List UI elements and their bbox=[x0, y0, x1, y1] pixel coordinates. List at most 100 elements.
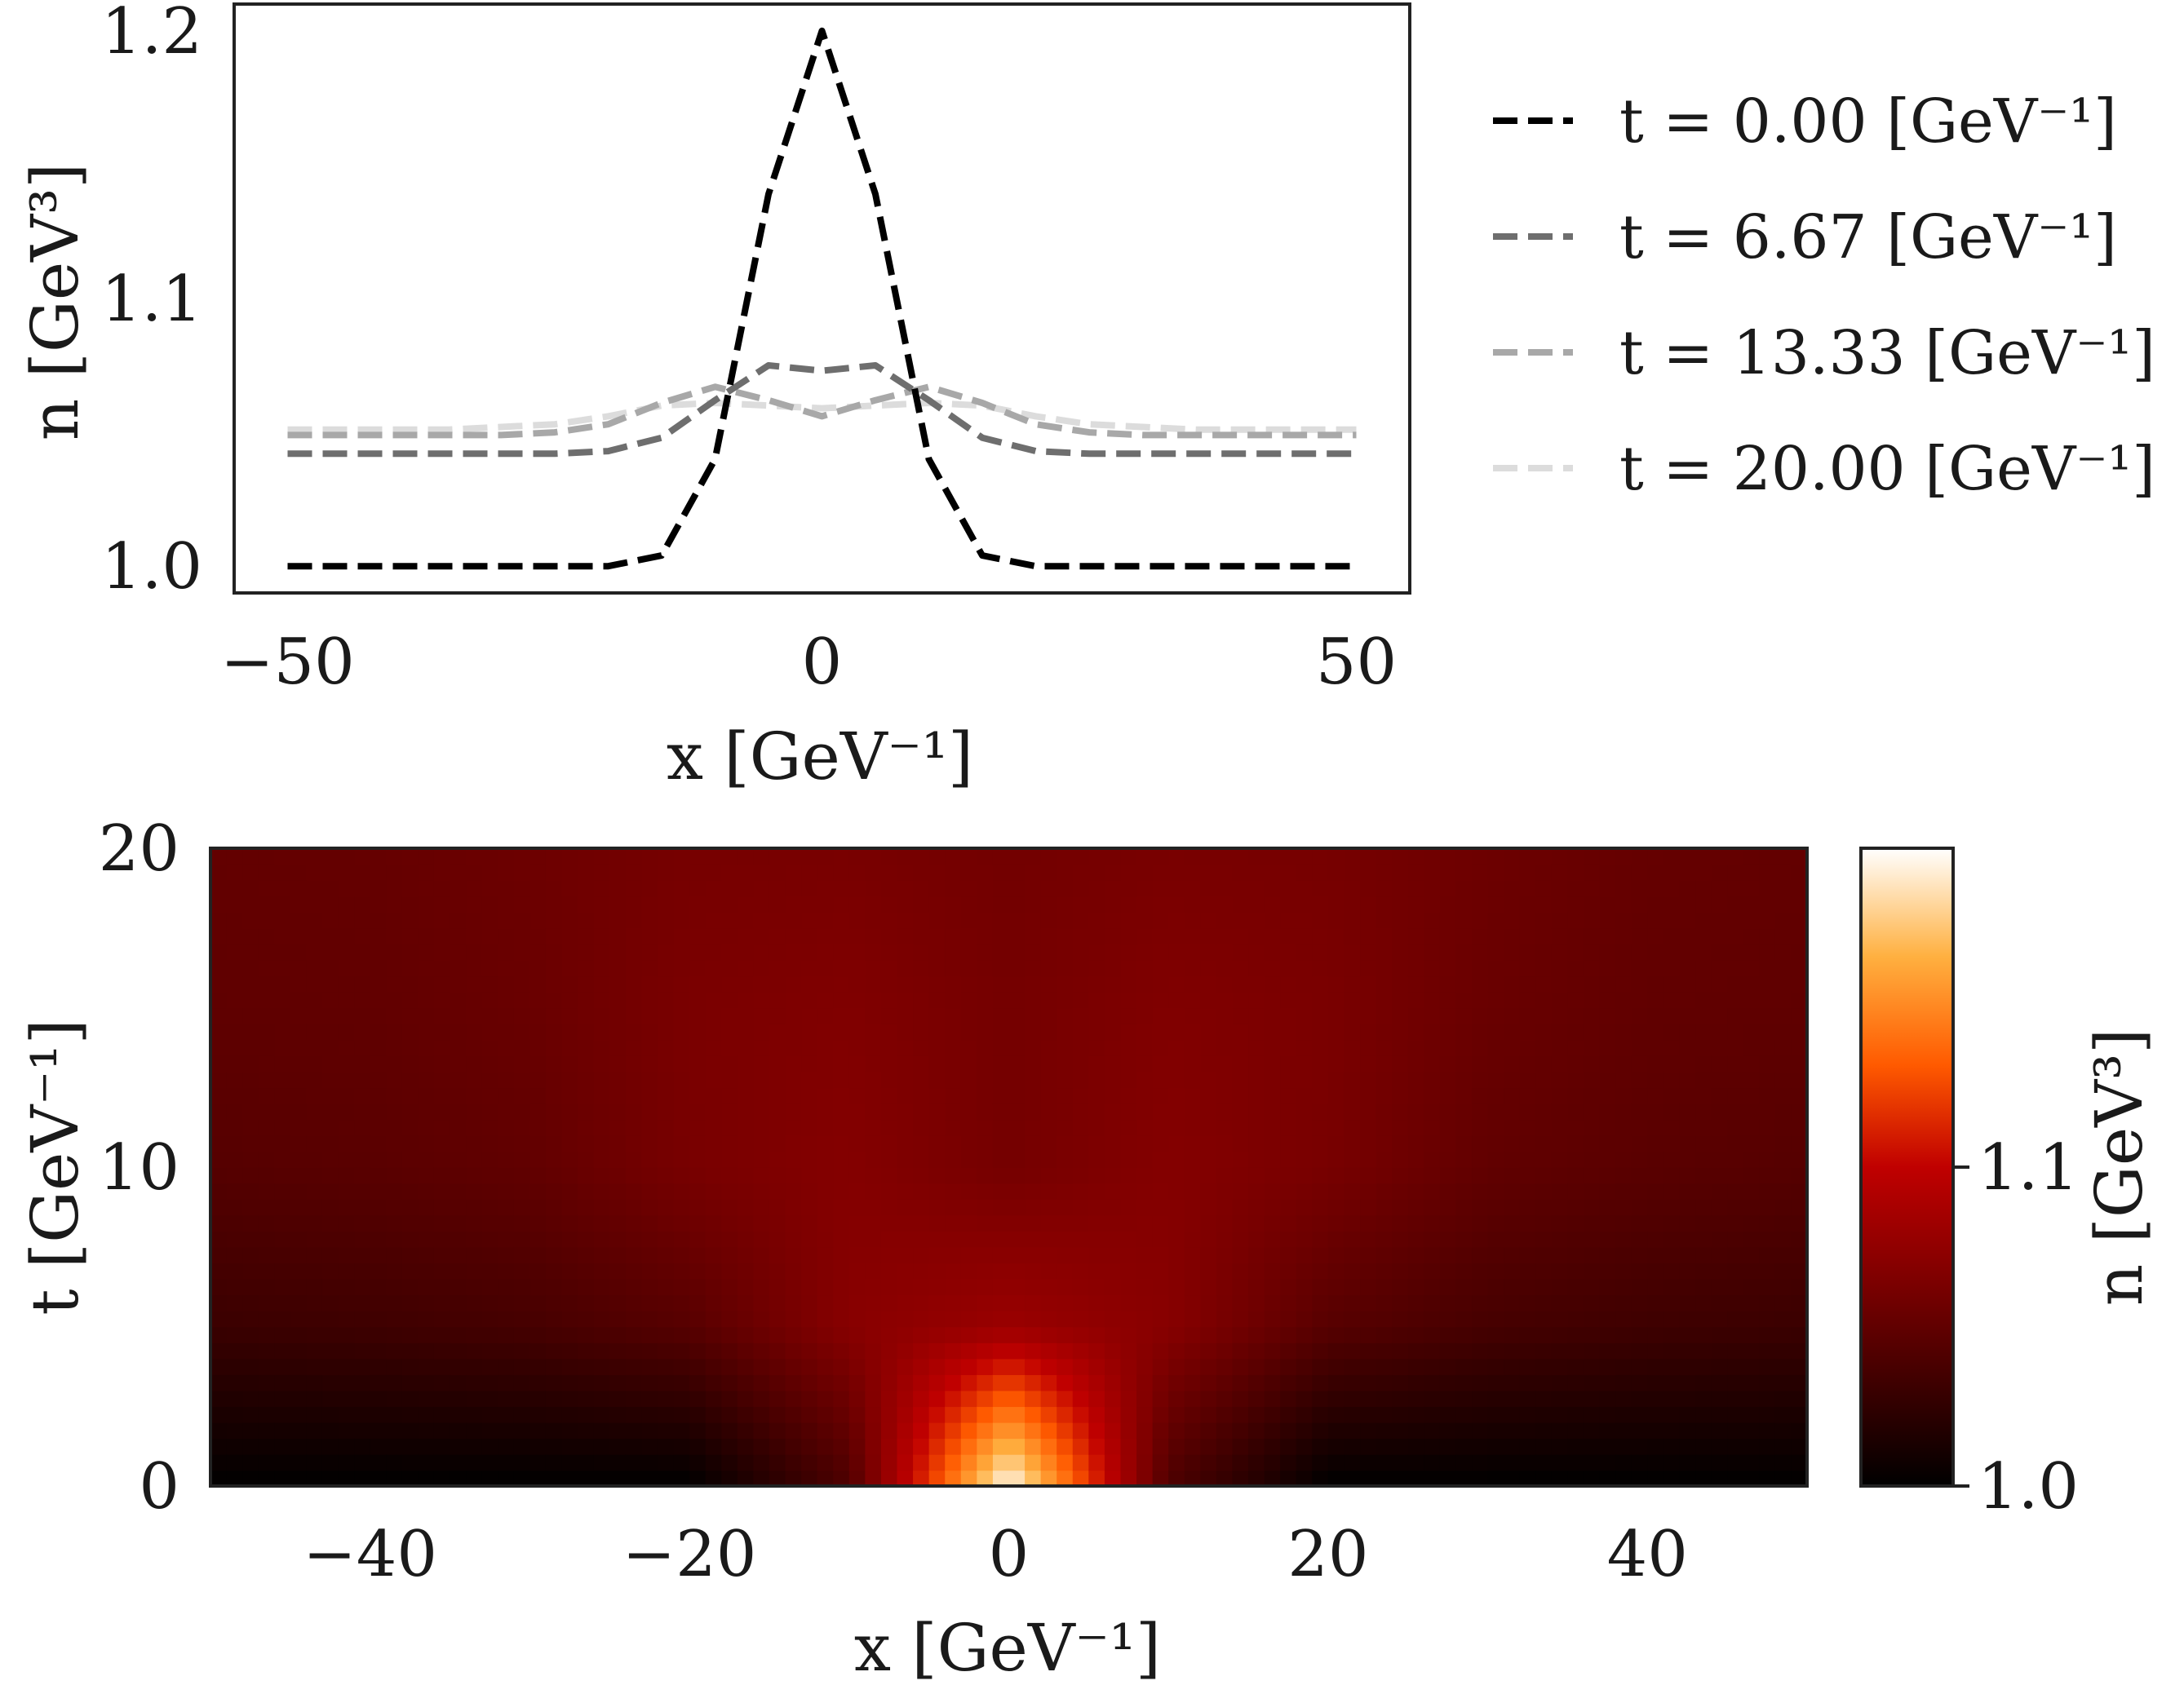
heatmap-cell bbox=[354, 1024, 371, 1041]
heatmap-cell bbox=[1551, 1231, 1569, 1248]
heatmap-cell bbox=[1647, 1039, 1664, 1056]
heatmap-cell bbox=[1025, 1294, 1042, 1311]
heatmap-cell bbox=[1280, 1214, 1297, 1232]
heatmap-cell bbox=[529, 1374, 547, 1391]
heatmap-cell bbox=[1439, 1310, 1457, 1328]
x-tick-label: 20 bbox=[1287, 1518, 1368, 1591]
heatmap-cell bbox=[769, 1470, 786, 1487]
heatmap-cell bbox=[1504, 944, 1521, 961]
heatmap-cell bbox=[1104, 1342, 1122, 1360]
heatmap-cell bbox=[242, 1422, 259, 1440]
heatmap-cell bbox=[1663, 1438, 1681, 1455]
heatmap-cell bbox=[865, 1055, 882, 1073]
heatmap-cell bbox=[529, 1310, 547, 1328]
heatmap-cell bbox=[721, 1039, 738, 1056]
heatmap-cell bbox=[1057, 944, 1074, 961]
heatmap-cell bbox=[529, 991, 547, 1009]
heatmap-cell bbox=[657, 1310, 675, 1328]
heatmap-cell bbox=[817, 864, 835, 881]
heatmap-cell bbox=[401, 1438, 419, 1455]
heatmap-cell bbox=[1727, 1310, 1744, 1328]
heatmap-cell bbox=[769, 1024, 786, 1041]
heatmap-cell bbox=[1008, 1167, 1026, 1184]
heatmap-cell bbox=[401, 991, 419, 1009]
heatmap-cell bbox=[513, 1103, 531, 1121]
heatmap-cell bbox=[785, 1278, 802, 1296]
heatmap-cell bbox=[657, 1024, 675, 1041]
heatmap-cell bbox=[1599, 1151, 1616, 1168]
heatmap-cell bbox=[817, 1055, 835, 1073]
heatmap-cell bbox=[386, 1071, 403, 1089]
heatmap-cell bbox=[481, 1406, 499, 1423]
heatmap-cell bbox=[1535, 880, 1553, 897]
heatmap-cell bbox=[1264, 1310, 1281, 1328]
heatmap-cell bbox=[1679, 880, 1696, 897]
heatmap-cell bbox=[705, 1007, 723, 1024]
heatmap-cell bbox=[1519, 975, 1537, 993]
heatmap-cell bbox=[593, 1199, 611, 1216]
heatmap-cell bbox=[880, 896, 898, 913]
colorbar-ticks: 1.01.1 bbox=[1953, 1131, 2079, 1524]
heatmap-cell bbox=[386, 1358, 403, 1375]
heatmap-cell bbox=[226, 1406, 243, 1423]
heatmap-cell bbox=[1663, 1326, 1681, 1343]
heatmap-cell bbox=[1647, 1422, 1664, 1440]
heatmap-cell bbox=[977, 1007, 994, 1024]
heatmap-cell bbox=[242, 1039, 259, 1056]
heatmap-cell bbox=[1584, 1231, 1601, 1248]
heatmap-cell bbox=[1743, 1167, 1761, 1184]
heatmap-cell bbox=[625, 896, 643, 913]
heatmap-cell bbox=[1040, 1071, 1058, 1089]
heatmap-cell bbox=[673, 1438, 690, 1455]
heatmap-cell bbox=[1264, 1119, 1281, 1136]
heatmap-cell bbox=[1136, 1406, 1154, 1423]
heatmap-cell bbox=[1759, 864, 1776, 881]
heatmap-cell bbox=[1072, 1151, 1090, 1168]
heatmap-cell bbox=[753, 880, 770, 897]
heatmap-cell bbox=[258, 1119, 276, 1136]
heatmap-cell bbox=[753, 1390, 770, 1408]
heatmap-cell bbox=[1439, 944, 1457, 961]
heatmap-cell bbox=[258, 944, 276, 961]
heatmap-cell bbox=[769, 1263, 786, 1280]
heatmap-cell bbox=[1025, 927, 1042, 945]
heatmap-cell bbox=[1774, 1055, 1792, 1073]
heatmap-cell bbox=[481, 1087, 499, 1104]
heatmap-cell bbox=[1296, 1246, 1314, 1264]
heatmap-cell bbox=[609, 1310, 627, 1328]
heatmap-cell bbox=[321, 1470, 339, 1487]
heatmap-cell bbox=[561, 1438, 578, 1455]
heatmap-cell bbox=[753, 927, 770, 945]
heatmap-cell bbox=[1711, 1183, 1728, 1200]
heatmap-cell bbox=[817, 1214, 835, 1232]
heatmap-cell bbox=[1216, 991, 1234, 1009]
heatmap-cell bbox=[1504, 1151, 1521, 1168]
heatmap-cell bbox=[913, 1263, 930, 1280]
heatmap-cell bbox=[705, 1199, 723, 1216]
heatmap-cell bbox=[1088, 1214, 1105, 1232]
heatmap-cell bbox=[1280, 848, 1297, 865]
heatmap-cell bbox=[992, 864, 1010, 881]
heatmap-cell bbox=[1312, 1374, 1329, 1391]
heatmap-cell bbox=[321, 864, 339, 881]
heatmap-cell bbox=[1136, 1263, 1154, 1280]
heatmap-cell bbox=[498, 1087, 515, 1104]
heatmap-cell bbox=[992, 1310, 1010, 1328]
heatmap-cell bbox=[578, 1310, 595, 1328]
heatmap-cell bbox=[1312, 1007, 1329, 1024]
heatmap-cell bbox=[1184, 1167, 1202, 1184]
heatmap-cell bbox=[753, 1024, 770, 1041]
heatmap-cell bbox=[1487, 959, 1504, 977]
heatmap-cell bbox=[705, 880, 723, 897]
heatmap-cell bbox=[1439, 1055, 1457, 1073]
heatmap-cell bbox=[928, 1055, 946, 1073]
heatmap-cell bbox=[450, 1103, 467, 1121]
heatmap-cell bbox=[1679, 1119, 1696, 1136]
heatmap-cell bbox=[1008, 959, 1026, 977]
heatmap-cell bbox=[945, 864, 962, 881]
heatmap-cell bbox=[1535, 944, 1553, 961]
heatmap-cell bbox=[705, 1231, 723, 1248]
heatmap-cell bbox=[897, 896, 914, 913]
heatmap-cell bbox=[848, 1294, 866, 1311]
heatmap-cell bbox=[897, 1390, 914, 1408]
